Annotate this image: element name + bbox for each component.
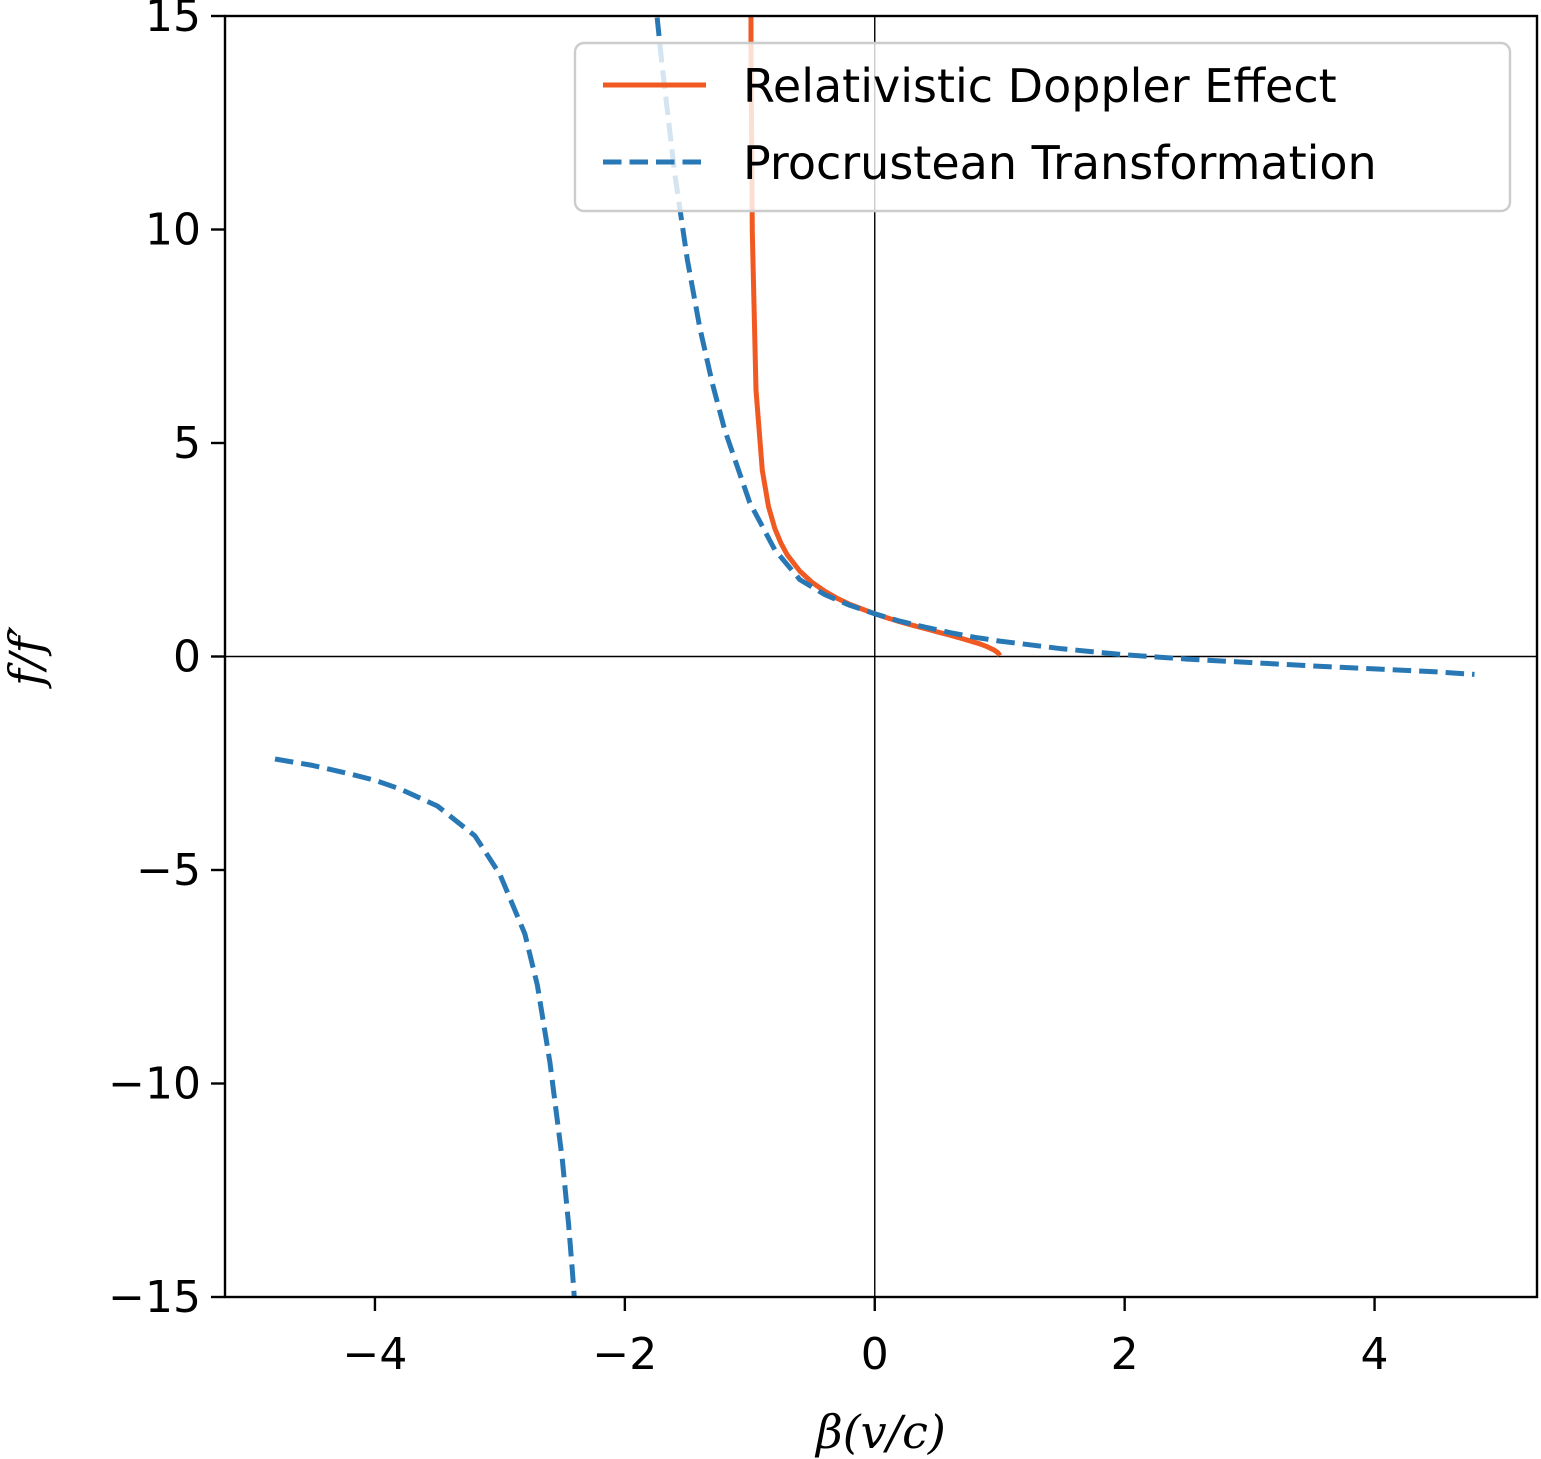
y-tick-label: −15 xyxy=(108,1272,201,1323)
legend-frame xyxy=(573,41,1512,213)
y-tick-label: 10 xyxy=(145,205,201,256)
x-tick-label: −2 xyxy=(592,1329,657,1380)
legend-label-procrustean: Procrustean Transformation xyxy=(743,136,1377,190)
x-tick-label: −4 xyxy=(343,1329,408,1380)
x-axis-ticks: −4 −2 0 2 4 xyxy=(343,1297,1389,1380)
y-axis-ticks: −15 −10 −5 0 5 10 15 xyxy=(108,0,225,1323)
series-line-procrustean xyxy=(274,16,1475,1297)
y-tick-label: −5 xyxy=(136,845,201,896)
y-tick-label: 15 xyxy=(145,0,201,42)
series-line-relativistic-doppler xyxy=(748,16,1002,657)
y-tick-label: 5 xyxy=(173,418,201,469)
x-tick-label: 0 xyxy=(861,1329,889,1380)
reference-lines xyxy=(225,16,1537,1297)
y-axis-title: f/f′ xyxy=(0,625,53,689)
y-tick-label: −10 xyxy=(108,1059,201,1110)
x-axis-title: β(v/c) xyxy=(814,1405,946,1459)
x-tick-label: 4 xyxy=(1361,1329,1389,1380)
y-tick-label: 0 xyxy=(173,632,201,683)
legend: Relativistic Doppler Effect Procrustean … xyxy=(573,41,1512,213)
legend-label-relativistic: Relativistic Doppler Effect xyxy=(743,59,1337,113)
series-layer xyxy=(274,16,1475,1297)
x-tick-label: 2 xyxy=(1111,1329,1139,1380)
